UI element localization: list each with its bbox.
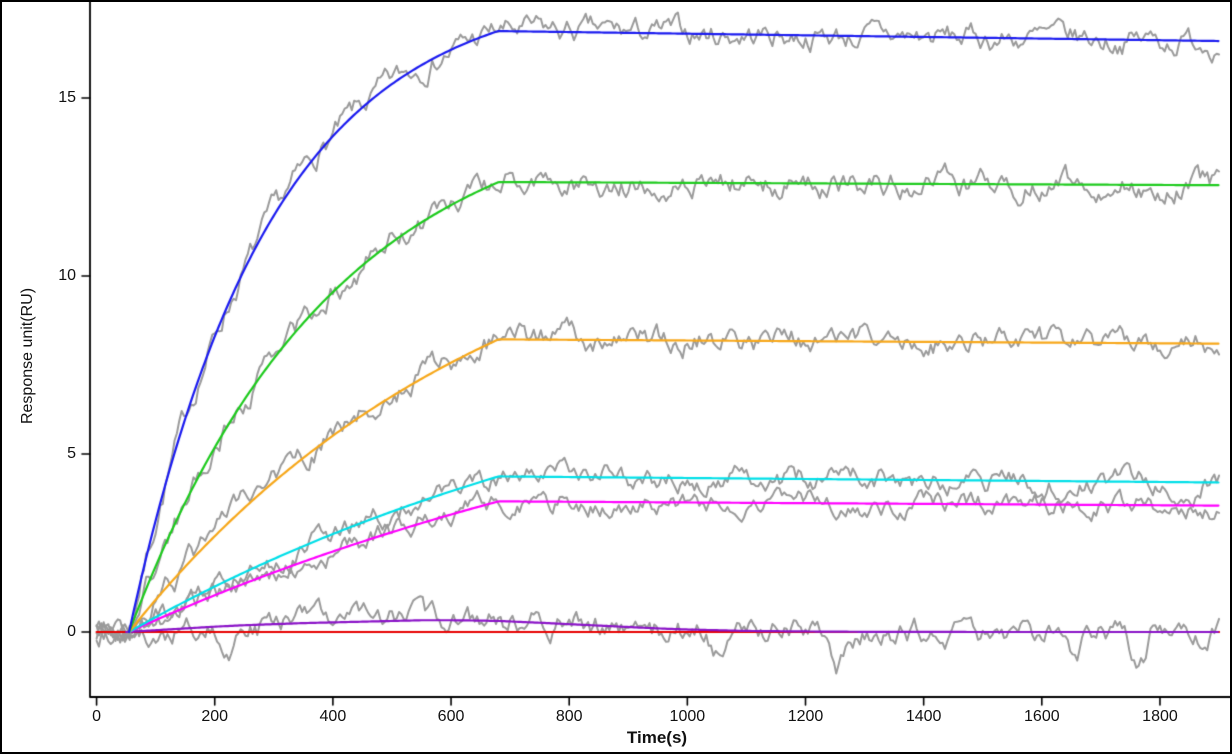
x-tick-label: 0	[92, 708, 102, 725]
y-tick-label: 5	[67, 445, 76, 462]
x-axis-label: Time(s)	[626, 728, 688, 747]
x-tick-label: 800	[555, 708, 583, 725]
y-tick-label: 15	[58, 89, 76, 106]
x-tick-label: 1600	[1024, 708, 1060, 725]
y-tick-label: 10	[58, 267, 76, 284]
x-tick-label: 400	[319, 708, 347, 725]
x-tick-label: 200	[201, 708, 229, 725]
x-tick-label: 1400	[905, 708, 942, 725]
x-tick-label: 1200	[787, 708, 824, 725]
y-tick-label: 0	[67, 623, 76, 640]
x-tick-label: 1000	[669, 708, 706, 725]
x-tick-label: 600	[437, 708, 465, 725]
y-axis-label: Response unit(RU)	[19, 287, 36, 425]
x-tick-label: 1800	[1142, 708, 1178, 725]
